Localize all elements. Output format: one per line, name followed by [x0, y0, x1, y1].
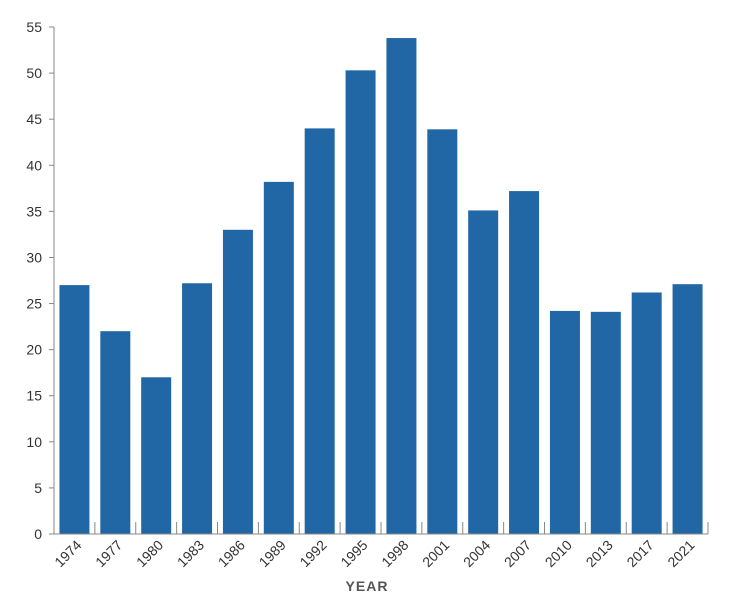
bar-2001: [427, 129, 458, 534]
y-tick-label: 35: [26, 203, 42, 219]
y-axis: 0 5 10 15 20 25 30 35 40 45 50 55: [26, 19, 55, 542]
x-tick-label: 1998: [378, 537, 411, 570]
y-tick-label: 30: [26, 249, 42, 265]
x-tick-label: 1986: [215, 537, 248, 570]
y-tick-label: 25: [26, 296, 42, 312]
bar-2007: [509, 191, 540, 535]
bar-2013: [590, 311, 621, 534]
y-tick-label: 15: [26, 388, 42, 404]
bar-1983: [182, 283, 213, 534]
bar-2004: [468, 210, 499, 534]
bar-2021: [672, 284, 703, 534]
y-tick-label: 20: [26, 342, 42, 358]
x-tick-label: 2021: [664, 537, 697, 570]
x-tick-label: 2010: [542, 537, 575, 570]
bar-1995: [345, 70, 376, 535]
bar-1989: [263, 181, 294, 534]
bar-1980: [141, 377, 172, 534]
x-tick-label: 2007: [501, 537, 534, 570]
x-tick-label: 1980: [133, 537, 166, 570]
bars: [59, 38, 703, 535]
bar-1992: [304, 128, 335, 534]
y-tick-label: 40: [26, 157, 42, 173]
x-axis-title: YEAR: [346, 578, 389, 594]
x-tick-label: 1983: [174, 537, 207, 570]
x-tick-label: 1992: [296, 537, 329, 570]
bar-1998: [386, 38, 417, 534]
x-tick-label: 1995: [337, 537, 370, 570]
bar-1974: [59, 285, 90, 534]
x-tick-label: 2017: [623, 537, 656, 570]
x-tick-label: 1974: [51, 537, 84, 570]
bar-1977: [100, 331, 131, 534]
y-tick-label: 0: [34, 526, 42, 542]
x-tick-label: 2001: [419, 537, 452, 570]
y-tick-label: 50: [26, 65, 42, 81]
bar-1986: [222, 229, 253, 535]
x-tick-label: 2013: [583, 537, 616, 570]
y-tick-label: 55: [26, 19, 42, 35]
x-tick-label: 1989: [256, 537, 289, 570]
y-tick-label: 45: [26, 111, 42, 127]
bar-2010: [549, 310, 580, 534]
bar-2017: [631, 292, 662, 534]
y-tick-label: 10: [26, 434, 42, 450]
x-tick-label: 1977: [92, 537, 125, 570]
y-tick-label: 5: [34, 480, 42, 496]
x-tick-label: 2004: [460, 537, 493, 570]
